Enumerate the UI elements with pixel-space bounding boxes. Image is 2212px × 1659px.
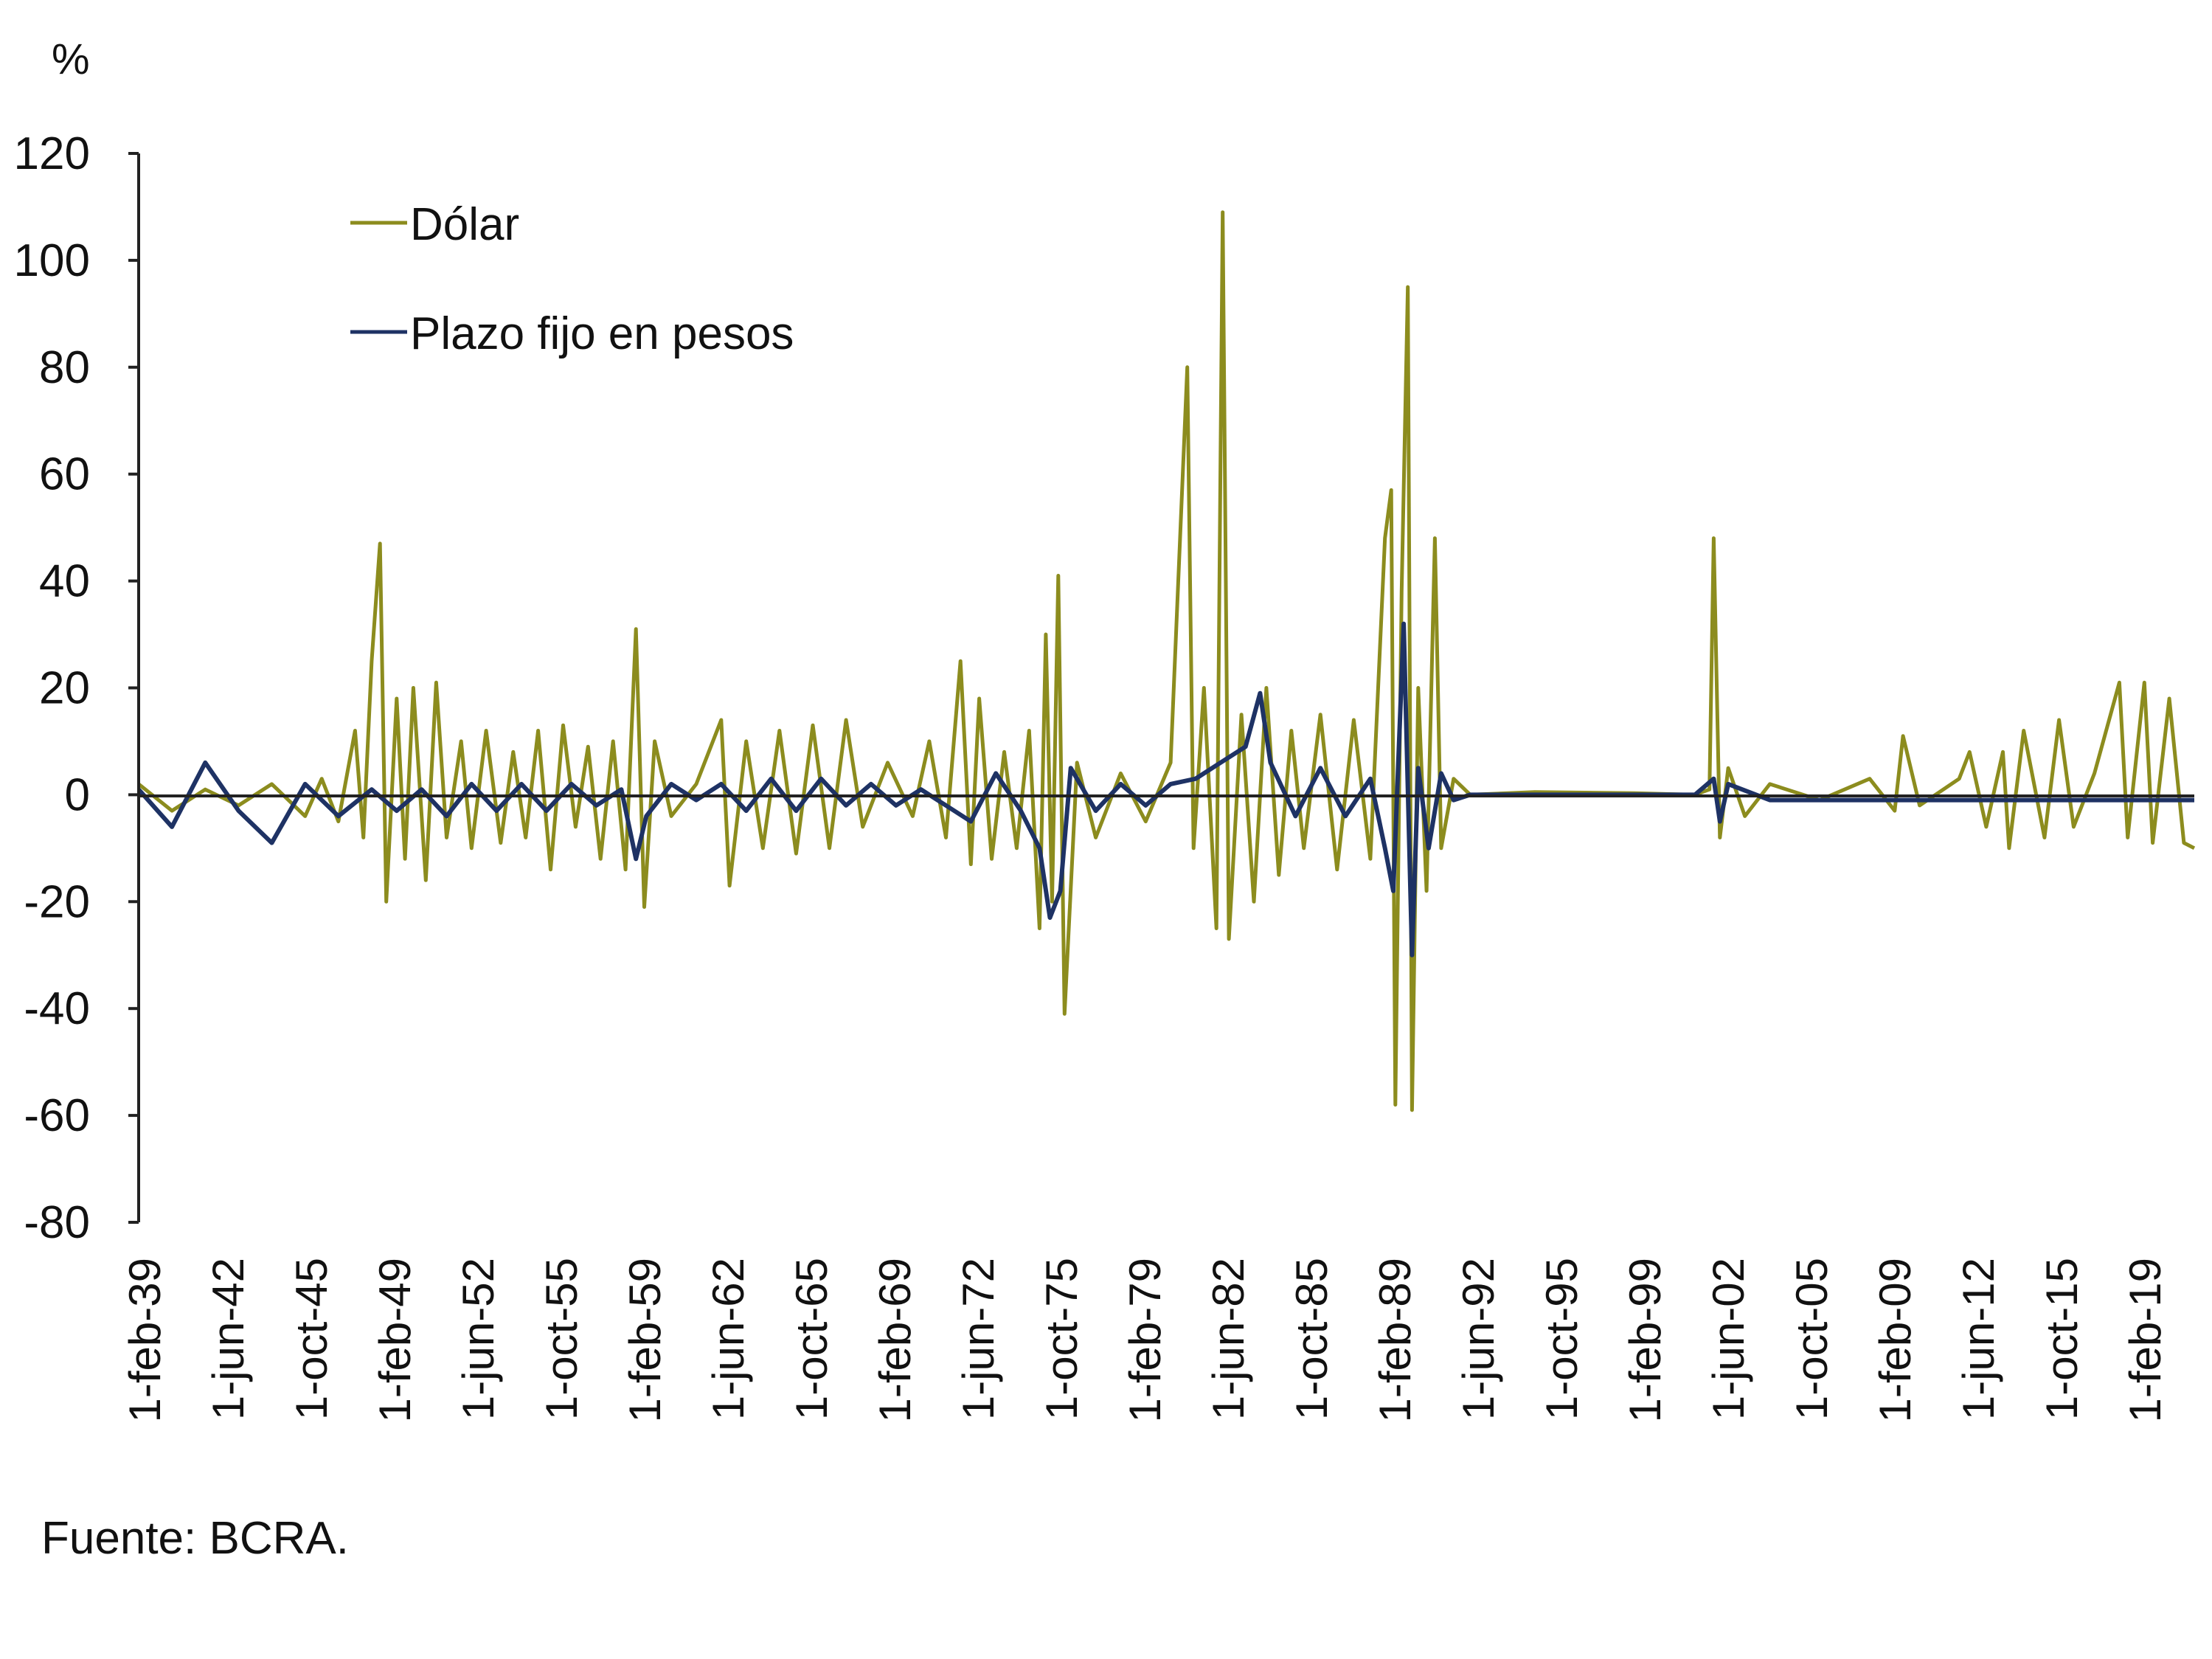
y-tick-label: -60	[24, 1090, 90, 1141]
legend: Dólar Plazo fijo en pesos	[350, 199, 794, 359]
y-tick-label: 40	[39, 556, 90, 607]
y-tick-label: 80	[39, 342, 90, 393]
y-tick-label: 100	[14, 235, 90, 286]
legend-label-dolar: Dólar	[410, 199, 519, 250]
y-axis-unit-label: %	[52, 35, 90, 83]
x-tick-label: 1-jun-12	[1954, 1258, 2003, 1420]
x-tick-label: 1-feb-39	[120, 1258, 170, 1422]
x-tick-label: 1-feb-19	[2121, 1258, 2170, 1422]
x-tick-label: 1-oct-75	[1037, 1258, 1086, 1420]
x-tick-label: 1-oct-95	[1537, 1258, 1587, 1420]
x-tick-label: 1-oct-65	[787, 1258, 836, 1420]
x-tick-label: 1-feb-09	[1871, 1258, 1920, 1422]
x-tick-label: 1-jun-72	[954, 1258, 1003, 1420]
x-tick-label: 1-oct-85	[1287, 1258, 1336, 1420]
x-tick-label: 1-feb-69	[870, 1258, 920, 1422]
x-tick-label: 1-jun-52	[454, 1258, 503, 1420]
x-tick-label: 1-feb-89	[1370, 1258, 1420, 1422]
x-tick-label: 1-jun-02	[1704, 1258, 1753, 1420]
y-tick-label: 0	[65, 769, 90, 820]
y-tick-label: 20	[39, 663, 90, 714]
y-tick-label: 60	[39, 449, 90, 500]
x-tick-label: 1-feb-49	[370, 1258, 420, 1422]
x-tick-label: 1-jun-42	[204, 1258, 253, 1420]
y-tick-label: -80	[24, 1197, 90, 1248]
y-tick-label: 120	[14, 128, 90, 179]
x-tick-label: 1-oct-15	[2037, 1258, 2087, 1420]
x-tick-label: 1-jun-92	[1454, 1258, 1503, 1420]
x-tick-label: 1-feb-79	[1120, 1258, 1170, 1422]
series-line-plazo-fijo	[136, 621, 2194, 957]
x-tick-label: 1-jun-62	[704, 1258, 753, 1420]
y-tick-label: -20	[24, 876, 90, 927]
source-note: Fuente: BCRA.	[41, 1513, 349, 1564]
x-tick-label: 1-oct-45	[287, 1258, 336, 1420]
x-tick-label: 1-oct-55	[537, 1258, 586, 1420]
x-tick-label: 1-feb-99	[1620, 1258, 1670, 1422]
legend-label-plazo-fijo: Plazo fijo en pesos	[410, 308, 794, 359]
x-axis-tick-labels: 1-feb-39 1-jun-42 1-oct-45 1-feb-49 1-jun-52…	[120, 1258, 2170, 1422]
y-tick-label: -40	[24, 983, 90, 1034]
x-tick-label: 1-jun-82	[1204, 1258, 1253, 1420]
x-tick-label: 1-feb-59	[620, 1258, 670, 1422]
y-axis-tick-labels: 120 100 80 60 40 20 0 -20 -40 -60 -80	[14, 128, 139, 1248]
x-tick-label: 1-oct-05	[1787, 1258, 1837, 1420]
